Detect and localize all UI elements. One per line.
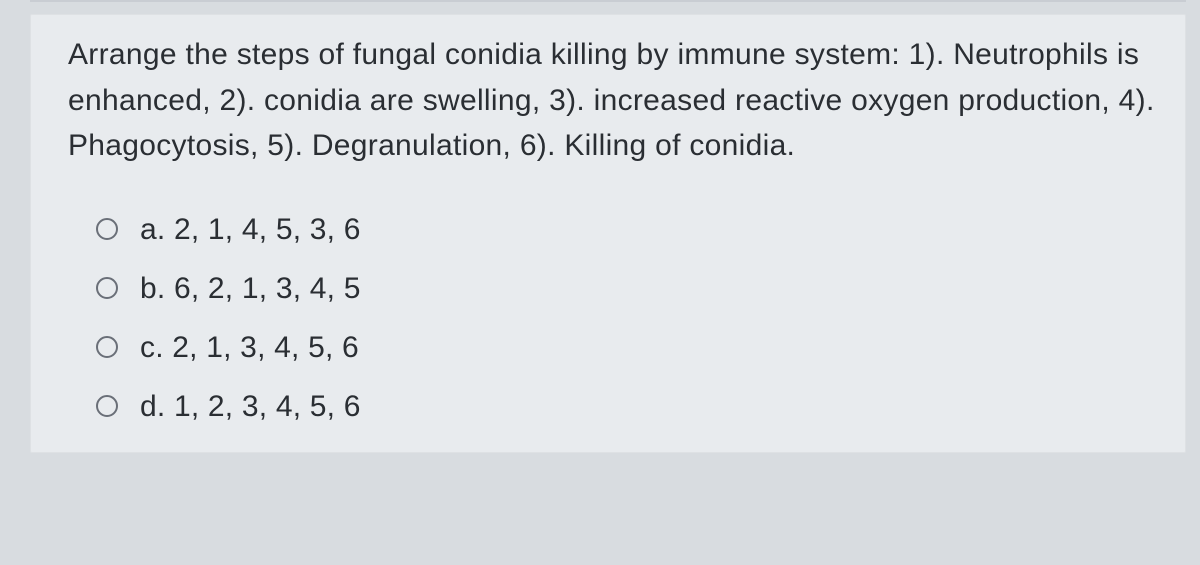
option-label-b: b. 6, 2, 1, 3, 4, 5: [140, 266, 361, 311]
option-label-c: c. 2, 1, 3, 4, 5, 6: [140, 325, 359, 370]
option-label-d: d. 1, 2, 3, 4, 5, 6: [140, 384, 361, 429]
option-row-b[interactable]: b. 6, 2, 1, 3, 4, 5: [96, 266, 1158, 311]
options-list: a. 2, 1, 4, 5, 3, 6 b. 6, 2, 1, 3, 4, 5 …: [68, 207, 1158, 429]
card-top-edge: [30, 0, 1186, 2]
radio-c[interactable]: [96, 336, 118, 358]
option-label-a: a. 2, 1, 4, 5, 3, 6: [140, 207, 361, 252]
radio-d[interactable]: [96, 395, 118, 417]
option-row-c[interactable]: c. 2, 1, 3, 4, 5, 6: [96, 325, 1158, 370]
question-text: Arrange the steps of fungal conidia kill…: [68, 32, 1158, 169]
radio-a[interactable]: [96, 218, 118, 240]
option-row-a[interactable]: a. 2, 1, 4, 5, 3, 6: [96, 207, 1158, 252]
question-card: Arrange the steps of fungal conidia kill…: [30, 14, 1186, 453]
option-row-d[interactable]: d. 1, 2, 3, 4, 5, 6: [96, 384, 1158, 429]
radio-b[interactable]: [96, 277, 118, 299]
